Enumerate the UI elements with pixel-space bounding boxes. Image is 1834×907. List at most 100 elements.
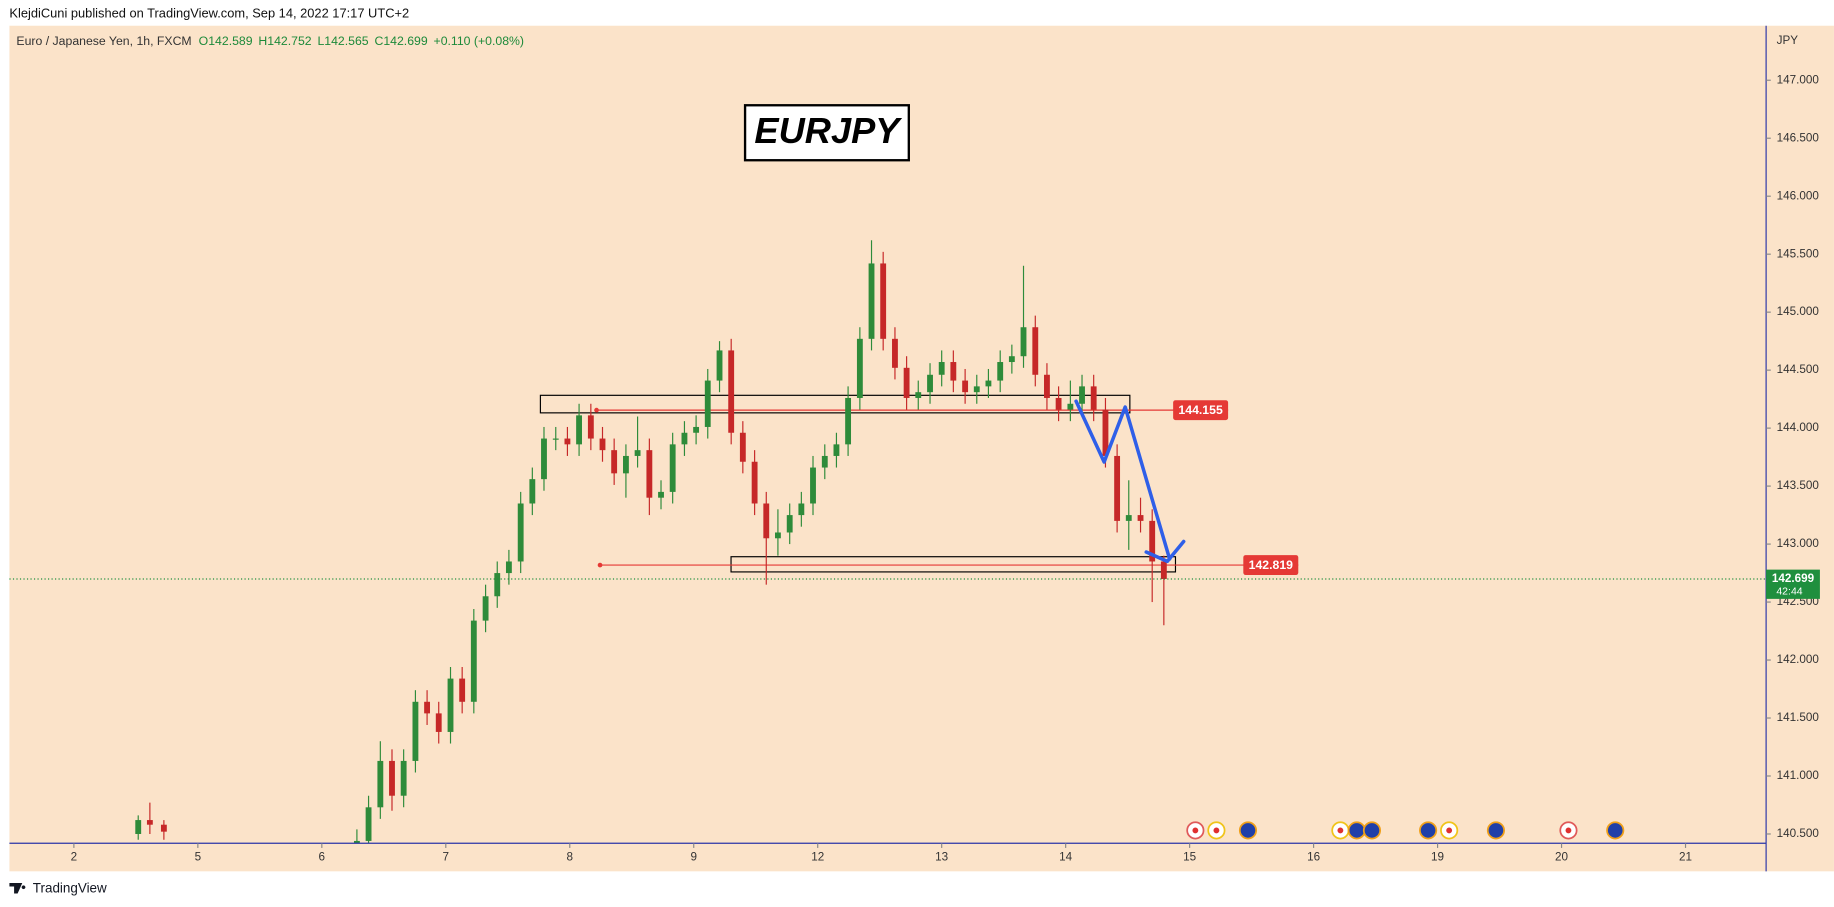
candle-body	[810, 467, 816, 504]
zone-box	[539, 394, 1131, 414]
footer-brand: TradingView	[33, 880, 107, 895]
x-tick-label: 20	[1555, 850, 1569, 863]
candle-body	[365, 807, 372, 841]
drawings: 144.155 142.819	[539, 394, 1299, 576]
candle-body	[517, 503, 524, 562]
y-tick-label: 146.000	[1777, 189, 1820, 202]
x-tick-label: 2	[71, 850, 78, 863]
candle-body	[1125, 515, 1132, 521]
candle-body	[146, 820, 153, 825]
candle-body	[985, 380, 992, 387]
candle-body	[505, 561, 512, 574]
candle-body	[552, 438, 559, 440]
candle-body	[1090, 386, 1097, 410]
candle-body	[938, 362, 945, 375]
candle-body	[716, 350, 723, 381]
ohlc-open: O142.589	[199, 34, 253, 48]
y-tick-label: 141.000	[1777, 769, 1820, 782]
candle-body	[786, 515, 793, 533]
zone-box	[730, 556, 1177, 573]
candle-body	[1008, 356, 1015, 363]
candle-body	[739, 432, 746, 462]
event-icons	[1186, 821, 1625, 840]
candle-body	[950, 362, 957, 381]
candle-body	[587, 415, 594, 439]
candle-body	[353, 840, 360, 844]
level-label-box	[1243, 555, 1299, 576]
level-anchor	[594, 407, 599, 413]
candle-body	[1114, 455, 1121, 521]
chart-title: EURJPY	[754, 110, 902, 151]
candle-body	[1102, 409, 1109, 456]
candle-body	[435, 713, 442, 732]
x-tick-label: 16	[1307, 850, 1320, 863]
y-tick-label: 144.000	[1777, 421, 1820, 434]
x-tick-label: 7	[443, 850, 450, 863]
y-tick-label: 140.500	[1777, 827, 1820, 840]
x-tick-label: 6	[319, 850, 326, 863]
candle-body	[400, 760, 407, 796]
last-price-box	[1766, 569, 1820, 599]
last-price-countdown: 42:44	[1776, 586, 1802, 598]
candle-body	[774, 532, 781, 539]
y-tick-label: 142.000	[1777, 653, 1820, 666]
candle-body	[1044, 374, 1050, 398]
candle-body	[763, 503, 770, 539]
level-label: 142.819	[1249, 558, 1294, 572]
y-tick-label: 141.500	[1777, 711, 1820, 724]
candle-body	[160, 824, 167, 832]
candle-body	[927, 374, 933, 393]
candle-body	[576, 415, 582, 445]
candle-body	[470, 620, 477, 702]
ohlc-close: C142.699	[374, 34, 427, 48]
candle-body	[845, 397, 852, 445]
level-label: 144.155	[1178, 403, 1223, 417]
candle-body	[377, 760, 384, 808]
candle-body	[1079, 386, 1085, 404]
y-tick-label: 143.500	[1777, 479, 1820, 492]
y-tick-label: 144.500	[1777, 363, 1820, 376]
candle-body	[681, 432, 688, 445]
x-tick-label: 8	[567, 850, 574, 863]
candles	[135, 240, 1167, 844]
candle-body	[880, 263, 887, 339]
last-price-label: 142.699	[1772, 572, 1815, 585]
candle-body	[1160, 561, 1167, 579]
symbol: Euro / Japanese Yen, 1h, FXCM	[16, 34, 191, 48]
candle-body	[541, 438, 547, 480]
x-tick-label: 13	[935, 850, 948, 863]
candle-body	[821, 455, 828, 468]
y-tick-label: 145.500	[1777, 247, 1820, 260]
x-tick-label: 21	[1679, 850, 1692, 863]
candle-body	[482, 596, 489, 621]
ohlc-change: +0.110 (+0.08%)	[434, 34, 524, 48]
candle-body	[1067, 403, 1074, 410]
candle-body	[135, 820, 142, 834]
x-tick-label: 12	[811, 850, 824, 863]
candle-body	[412, 701, 419, 761]
y-tick-label: 145.000	[1777, 305, 1820, 318]
ohlc-low: L142.565	[317, 34, 368, 48]
candle-body	[751, 461, 758, 504]
axis-unit: JPY	[1777, 34, 1799, 47]
candle-body	[833, 444, 840, 456]
x-tick-label: 14	[1059, 850, 1073, 863]
candle-body	[1055, 397, 1062, 410]
axis-ticks: 140.500141.000141.500142.000142.500143.0…	[71, 73, 1820, 863]
y-tick-label: 146.500	[1777, 131, 1820, 144]
ohlc-high: H142.752	[258, 34, 311, 48]
candle-body	[903, 367, 910, 398]
candle-body	[1149, 520, 1156, 562]
candle-body	[915, 392, 922, 398]
candle-body	[634, 450, 641, 456]
candle-body	[564, 438, 571, 445]
publisher: KlejdiCuni published on TradingView.com,…	[9, 5, 409, 20]
candle-body	[494, 573, 501, 597]
candle-body	[962, 380, 969, 393]
x-tick-label: 19	[1431, 850, 1444, 863]
candle-body	[728, 350, 735, 433]
candle-body	[693, 426, 700, 433]
chart-background	[9, 25, 1834, 872]
